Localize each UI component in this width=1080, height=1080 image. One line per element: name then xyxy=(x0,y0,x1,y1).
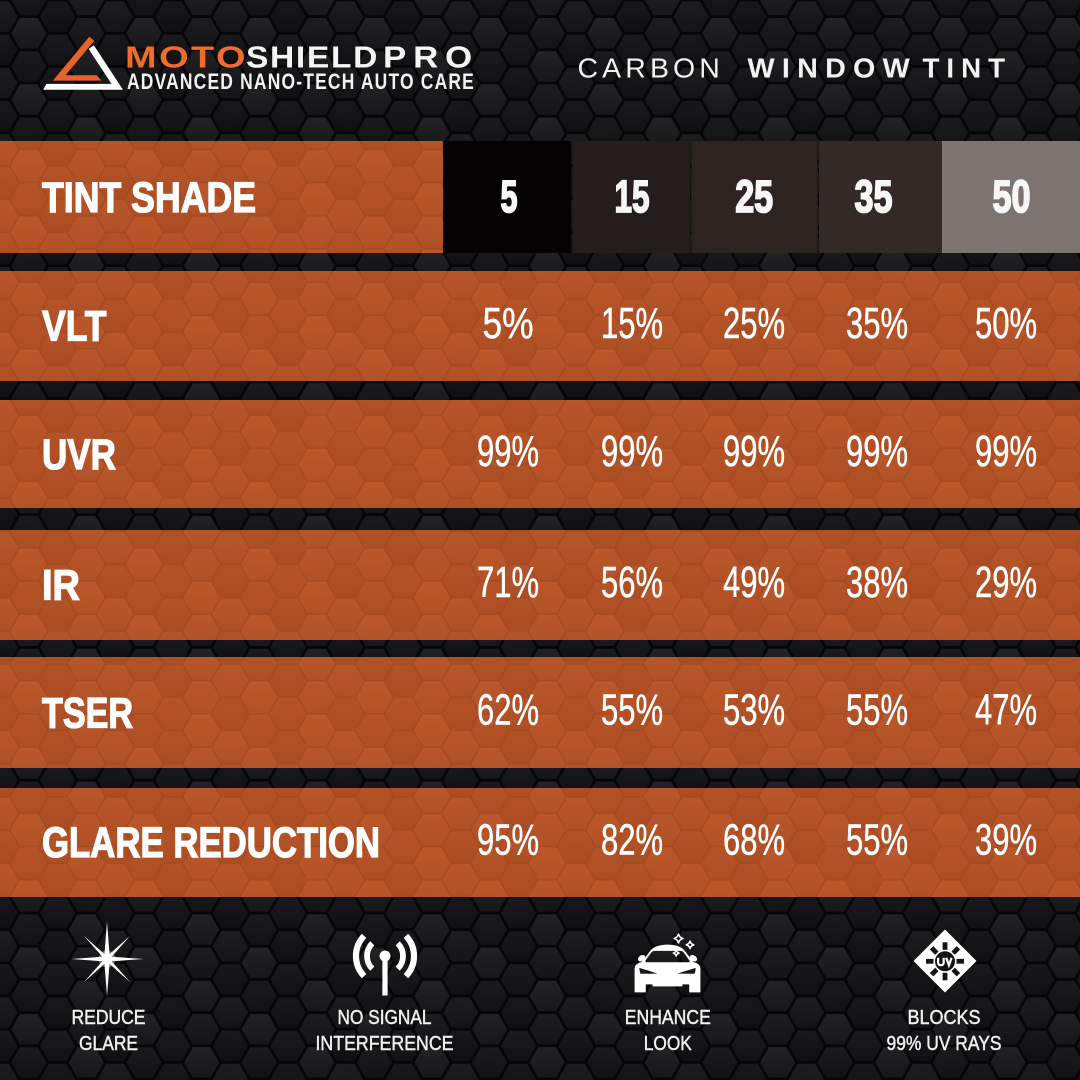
svg-text:71%: 71% xyxy=(477,559,539,607)
svg-text:55%: 55% xyxy=(846,687,908,735)
svg-text:25%: 25% xyxy=(723,300,785,348)
svg-text:35: 35 xyxy=(855,171,893,222)
svg-text:ADVANCED NANO-TECH AUTO CARE: ADVANCED NANO-TECH AUTO CARE xyxy=(127,69,475,94)
svg-text:UVR: UVR xyxy=(42,431,116,479)
svg-text:38%: 38% xyxy=(846,559,908,607)
svg-text:WINDOW: WINDOW xyxy=(748,53,918,84)
svg-text:5%: 5% xyxy=(483,300,534,348)
svg-text:TSER: TSER xyxy=(42,689,133,737)
svg-text:82%: 82% xyxy=(601,817,663,865)
svg-text:99%: 99% xyxy=(846,428,908,476)
svg-text:99%: 99% xyxy=(477,428,539,476)
svg-text:15: 15 xyxy=(615,171,650,222)
svg-text:95%: 95% xyxy=(477,817,539,865)
svg-text:29%: 29% xyxy=(975,559,1037,607)
svg-text:INTERFERENCE: INTERFERENCE xyxy=(316,1033,454,1055)
svg-text:39%: 39% xyxy=(975,817,1037,865)
svg-text:VLT: VLT xyxy=(42,302,107,350)
svg-text:35%: 35% xyxy=(846,300,908,348)
svg-text:50%: 50% xyxy=(975,300,1037,348)
svg-text:PRO: PRO xyxy=(383,40,479,75)
svg-text:25: 25 xyxy=(735,171,773,222)
svg-text:MOTO: MOTO xyxy=(125,40,248,75)
svg-text:99%: 99% xyxy=(975,428,1037,476)
svg-text:SHIELD: SHIELD xyxy=(246,40,379,75)
svg-text:50: 50 xyxy=(993,171,1031,222)
svg-text:GLARE: GLARE xyxy=(79,1033,138,1055)
svg-text:99%: 99% xyxy=(723,428,785,476)
svg-text:5: 5 xyxy=(501,171,518,222)
svg-text:BLOCKS: BLOCKS xyxy=(908,1007,981,1029)
svg-text:55%: 55% xyxy=(846,817,908,865)
svg-text:56%: 56% xyxy=(601,559,663,607)
svg-text:REDUCE: REDUCE xyxy=(72,1007,146,1029)
svg-text:15%: 15% xyxy=(601,300,663,348)
svg-text:62%: 62% xyxy=(477,687,539,735)
svg-text:NO SIGNAL: NO SIGNAL xyxy=(338,1007,432,1029)
svg-text:49%: 49% xyxy=(723,559,785,607)
svg-text:TINT SHADE: TINT SHADE xyxy=(42,174,256,222)
svg-text:47%: 47% xyxy=(975,687,1037,735)
svg-text:CARBON: CARBON xyxy=(578,53,725,84)
svg-text:TINT: TINT xyxy=(923,53,1013,84)
svg-text:LOOK: LOOK xyxy=(644,1033,693,1055)
svg-text:99%: 99% xyxy=(601,428,663,476)
svg-text:68%: 68% xyxy=(723,817,785,865)
svg-text:53%: 53% xyxy=(723,687,785,735)
svg-text:55%: 55% xyxy=(601,687,663,735)
svg-text:GLARE REDUCTION: GLARE REDUCTION xyxy=(42,819,380,867)
svg-text:99% UV RAYS: 99% UV RAYS xyxy=(887,1033,1002,1055)
svg-text:IR: IR xyxy=(42,561,80,609)
svg-text:ENHANCE: ENHANCE xyxy=(625,1007,711,1029)
